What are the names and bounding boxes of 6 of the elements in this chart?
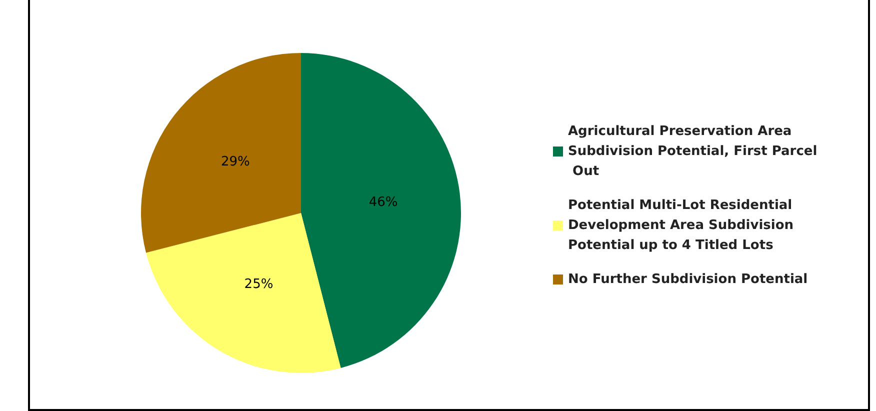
legend-label: Potential Multi-Lot Residential Development Area Subdivision Potential up to 4 Titled Lots: [568, 198, 798, 253]
legend-label: Agricultural Preservation Area Subdivision Potential, First Parcel Out: [568, 124, 818, 179]
data-label: 46%: [368, 195, 398, 210]
data-label: 25%: [244, 276, 274, 292]
data-label: 29%: [220, 154, 250, 170]
legend-label: No Further Subdivision Potential: [568, 272, 808, 287]
